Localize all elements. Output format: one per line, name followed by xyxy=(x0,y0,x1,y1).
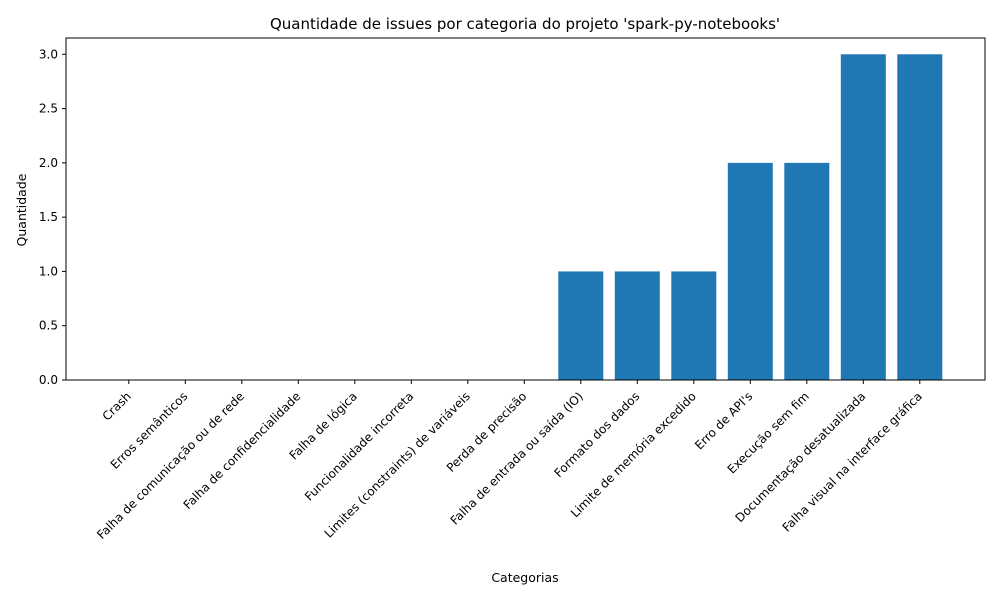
y-tick-label: 0.5 xyxy=(39,319,58,333)
x-tick-label: Funcionalidade incorreta xyxy=(302,389,416,503)
bars-group xyxy=(558,54,943,380)
bar xyxy=(558,271,604,380)
bar xyxy=(671,271,717,380)
y-axis: 0.0 0.5 1.0 1.5 2.0 2.5 3.0 xyxy=(39,47,66,387)
y-tick-label: 2.0 xyxy=(39,156,58,170)
y-tick-label: 0.0 xyxy=(39,373,58,387)
bar xyxy=(897,54,943,380)
plot-frame xyxy=(65,37,986,381)
chart-title: Quantidade de issues por categoria do pr… xyxy=(270,15,780,33)
y-tick-label: 1.5 xyxy=(39,210,58,224)
x-tick-label: Falha de confidencialidade xyxy=(181,389,304,512)
bar xyxy=(727,162,773,380)
y-axis-label: Quantidade xyxy=(14,173,29,246)
bar xyxy=(784,162,830,380)
y-tick-label: 1.0 xyxy=(39,264,58,278)
y-tick-label: 2.5 xyxy=(39,102,58,116)
bar xyxy=(840,54,886,380)
x-tick-label: Crash xyxy=(100,389,134,423)
y-tick-label: 3.0 xyxy=(39,47,58,61)
x-tick-label: Limite de memória excedido xyxy=(568,389,699,520)
x-axis-label: Categorias xyxy=(491,570,558,585)
bar xyxy=(614,271,660,380)
x-tick-label: Erro de API's xyxy=(692,389,755,452)
